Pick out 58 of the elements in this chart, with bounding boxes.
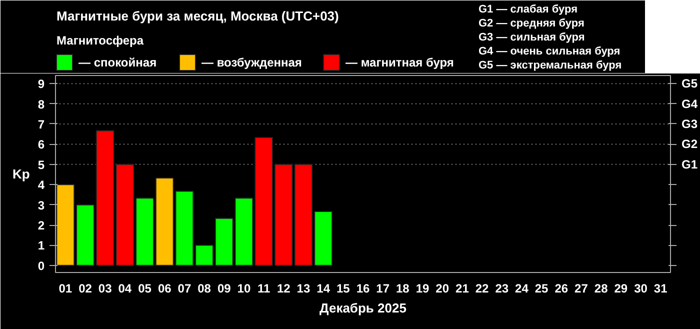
text: G2 — средняя буря xyxy=(478,18,584,30)
y-tick-label: 5 xyxy=(38,158,45,172)
legend-label: — спокойная xyxy=(78,56,157,70)
x-tick-label: 10 xyxy=(237,282,251,296)
legend-title: Магнитосфера xyxy=(56,34,144,48)
ref-line-label: G2 xyxy=(682,137,698,152)
chart-title: Магнитные бури за месяц, Москва (UTC+03) xyxy=(56,8,339,24)
y-tick-label: 0 xyxy=(38,258,45,273)
text: G4 — очень сильная буря xyxy=(478,46,620,58)
x-tick-label: 30 xyxy=(634,282,648,296)
x-tick-label: 08 xyxy=(198,282,212,296)
legend-label: — магнитная буря xyxy=(346,56,454,70)
x-tick-label: 31 xyxy=(654,282,668,296)
y-tick-label: 1 xyxy=(38,238,45,253)
x-tick-label: 07 xyxy=(178,282,192,296)
y-tick-label: 6 xyxy=(38,138,45,152)
x-tick-label: 23 xyxy=(495,282,509,296)
x-tick-label: 21 xyxy=(456,282,470,296)
y-tick-label: 8 xyxy=(38,97,45,112)
y-tick-label: 7 xyxy=(38,117,45,132)
x-tick-label: 28 xyxy=(594,282,608,296)
x-tick-label: 06 xyxy=(158,282,172,296)
x-tick-label: 09 xyxy=(217,282,232,296)
x-tick-label: 05 xyxy=(138,282,152,296)
x-tick-label: 18 xyxy=(396,282,410,296)
x-tick-label: 12 xyxy=(276,282,291,296)
x-tick-label: 24 xyxy=(515,282,529,296)
x-tick-label: 04 xyxy=(118,282,132,296)
ref-line-label: G1 xyxy=(682,157,698,172)
y-tick-label: 9 xyxy=(38,77,45,92)
y-tick-label: 3 xyxy=(38,198,45,212)
legend-label: — возбужденная xyxy=(202,56,302,70)
y-axis-title: Kp xyxy=(12,166,30,182)
ref-line-label: G5 xyxy=(682,76,698,91)
ref-line-label: G4 xyxy=(682,96,698,111)
x-tick-label: 20 xyxy=(436,282,450,296)
y-tick-label: 2 xyxy=(38,218,45,233)
x-axis-title: Декабрь 2025 xyxy=(320,300,406,316)
x-tick-label: 19 xyxy=(416,282,430,296)
x-tick-label: 15 xyxy=(336,282,350,296)
x-tick-label: 14 xyxy=(316,282,330,296)
x-tick-label: 27 xyxy=(574,282,588,296)
text: G1 — слабая буря xyxy=(478,4,578,16)
text: G5 — экстремальная буря xyxy=(478,60,622,72)
x-tick-label: 25 xyxy=(534,282,549,296)
ref-line-label: G3 xyxy=(682,116,698,131)
x-tick-label: 29 xyxy=(614,282,628,296)
text: G3 — сильная буря xyxy=(478,32,585,44)
x-tick-label: 01 xyxy=(58,282,72,296)
y-tick-label: 4 xyxy=(38,178,45,192)
x-tick-label: 03 xyxy=(98,282,112,296)
x-tick-label: 26 xyxy=(554,282,568,296)
x-tick-label: 17 xyxy=(376,282,390,296)
x-tick-label: 13 xyxy=(296,282,310,296)
x-tick-label: 16 xyxy=(356,282,370,296)
x-tick-label: 22 xyxy=(475,282,490,296)
x-tick-label: 11 xyxy=(257,282,270,296)
x-tick-label: 02 xyxy=(78,282,92,296)
